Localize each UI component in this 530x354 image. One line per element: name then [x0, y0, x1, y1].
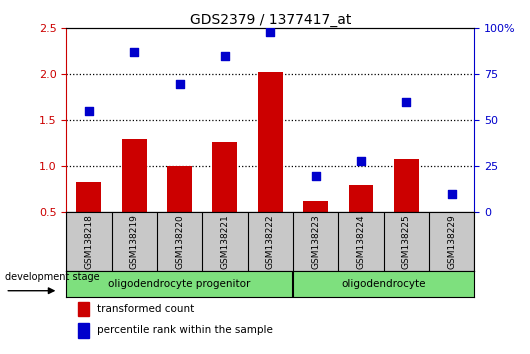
Point	[312, 173, 320, 178]
Point	[402, 99, 411, 105]
Bar	[258, 72, 283, 212]
Bar	[394, 159, 419, 212]
Point	[85, 108, 93, 114]
Point	[130, 50, 138, 55]
Text: oligodendrocyte progenitor: oligodendrocyte progenitor	[109, 279, 251, 289]
Point	[266, 29, 275, 35]
Bar	[303, 201, 328, 212]
Text: percentile rank within the sample: percentile rank within the sample	[97, 325, 273, 335]
Bar	[213, 142, 237, 212]
Bar	[122, 139, 147, 212]
Bar	[167, 166, 192, 212]
Text: transformed count: transformed count	[97, 304, 194, 314]
Text: GSM138222: GSM138222	[266, 214, 275, 269]
Text: GSM138221: GSM138221	[220, 214, 229, 269]
Bar	[78, 302, 89, 316]
Bar	[349, 185, 374, 212]
Text: GSM138223: GSM138223	[311, 214, 320, 269]
Text: GSM138225: GSM138225	[402, 214, 411, 269]
Point	[220, 53, 229, 59]
Point	[447, 191, 456, 197]
Bar	[78, 323, 89, 338]
Text: GSM138224: GSM138224	[357, 214, 366, 269]
Text: development stage: development stage	[5, 273, 100, 282]
Point	[357, 158, 365, 164]
Title: GDS2379 / 1377417_at: GDS2379 / 1377417_at	[190, 13, 351, 27]
Text: GSM138219: GSM138219	[130, 214, 139, 269]
Point	[175, 81, 184, 86]
Text: GSM138220: GSM138220	[175, 214, 184, 269]
Text: oligodendrocyte: oligodendrocyte	[341, 279, 426, 289]
Text: GSM138229: GSM138229	[447, 214, 456, 269]
Text: GSM138218: GSM138218	[84, 214, 93, 269]
Bar	[76, 182, 101, 212]
